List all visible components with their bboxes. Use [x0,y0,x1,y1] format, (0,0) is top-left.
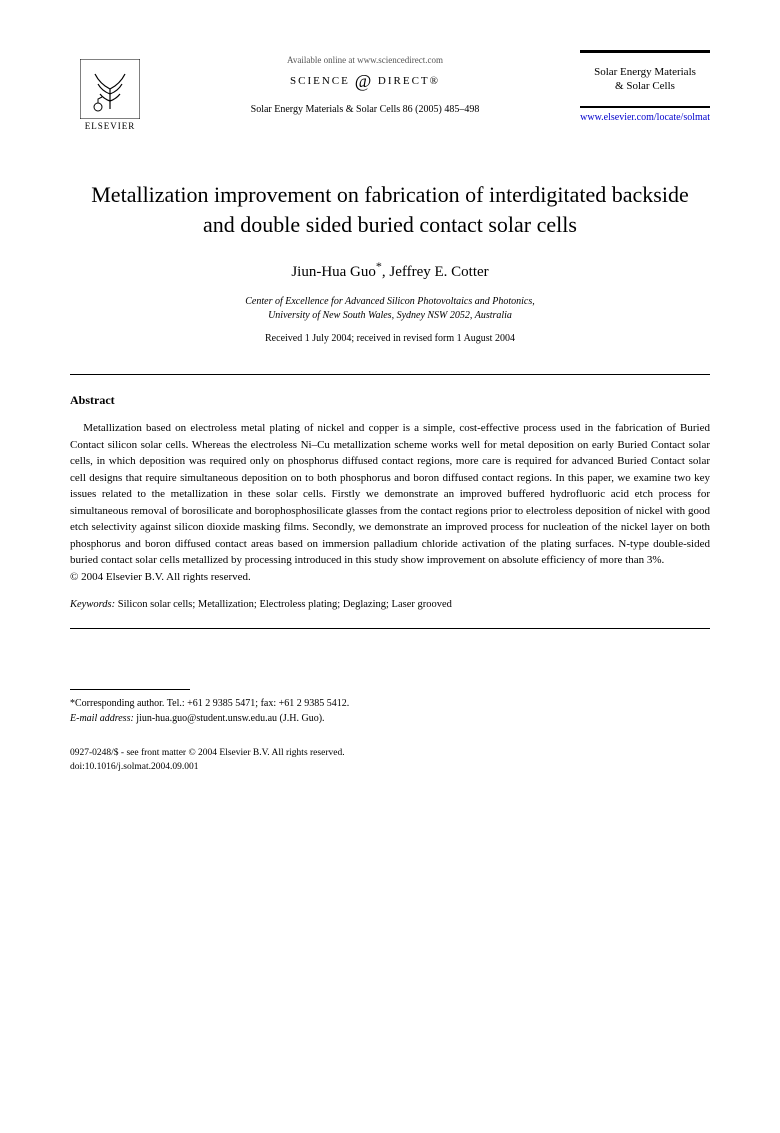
affiliation: Center of Excellence for Advanced Silico… [70,295,710,323]
affiliation-line2: University of New South Wales, Sydney NS… [70,309,710,323]
journal-url[interactable]: www.elsevier.com/locate/solmat [580,112,710,123]
keywords-label: Keywords: [70,599,115,610]
divider-bottom [70,628,710,629]
journal-title-box: Solar Energy Materials & Solar Cells [580,50,710,108]
publisher-name: ELSEVIER [85,121,136,131]
available-online-text: Available online at www.sciencedirect.co… [150,55,580,65]
divider-top [70,374,710,375]
abstract-copyright: © 2004 Elsevier B.V. All rights reserved… [70,571,710,583]
author-2: Jeffrey E. Cotter [389,264,488,280]
footnote-divider [70,689,190,690]
author-1: Jiun-Hua Guo [291,264,376,280]
bottom-info: 0927-0248/$ - see front matter © 2004 El… [70,746,710,775]
keywords-text: Silicon solar cells; Metallization; Elec… [118,599,452,610]
front-matter: 0927-0248/$ - see front matter © 2004 El… [70,746,710,760]
email-label: E-mail address: [70,713,134,724]
journal-box-wrapper: Solar Energy Materials & Solar Cells www… [580,50,710,123]
science-direct-logo: SCIENCE @ DIRECT® [150,71,580,92]
article-title: Metallization improvement on fabrication… [90,180,690,239]
affiliation-line1: Center of Excellence for Advanced Silico… [70,295,710,309]
abstract-heading: Abstract [70,393,710,408]
abstract-body: Metallization based on electroless metal… [70,420,710,569]
received-dates: Received 1 July 2004; received in revise… [70,333,710,344]
sd-left: SCIENCE [290,75,350,87]
corresponding-footnote: *Corresponding author. Tel.: +61 2 9385 … [70,696,710,726]
corr-email-line: E-mail address: jiun-hua.guo@student.uns… [70,711,710,726]
journal-box-line2: & Solar Cells [584,79,706,93]
authors: Jiun-Hua Guo*, Jeffrey E. Cotter [70,259,710,281]
keywords: Keywords: Silicon solar cells; Metalliza… [70,599,710,610]
elsevier-tree-icon [80,59,140,119]
email-value: jiun-hua.guo@student.unsw.edu.au (J.H. G… [136,713,324,724]
corresponding-mark: * [376,259,382,273]
journal-reference: Solar Energy Materials & Solar Cells 86 … [150,104,580,115]
publisher-logo: ELSEVIER [70,50,150,140]
sd-right: DIRECT® [378,75,440,87]
page-header: ELSEVIER Available online at www.science… [70,50,710,140]
header-center: Available online at www.sciencedirect.co… [150,50,580,115]
sd-at-icon: @ [355,71,374,91]
journal-box-line1: Solar Energy Materials [584,65,706,79]
corr-contact: *Corresponding author. Tel.: +61 2 9385 … [70,696,710,711]
doi: doi:10.1016/j.solmat.2004.09.001 [70,760,710,774]
